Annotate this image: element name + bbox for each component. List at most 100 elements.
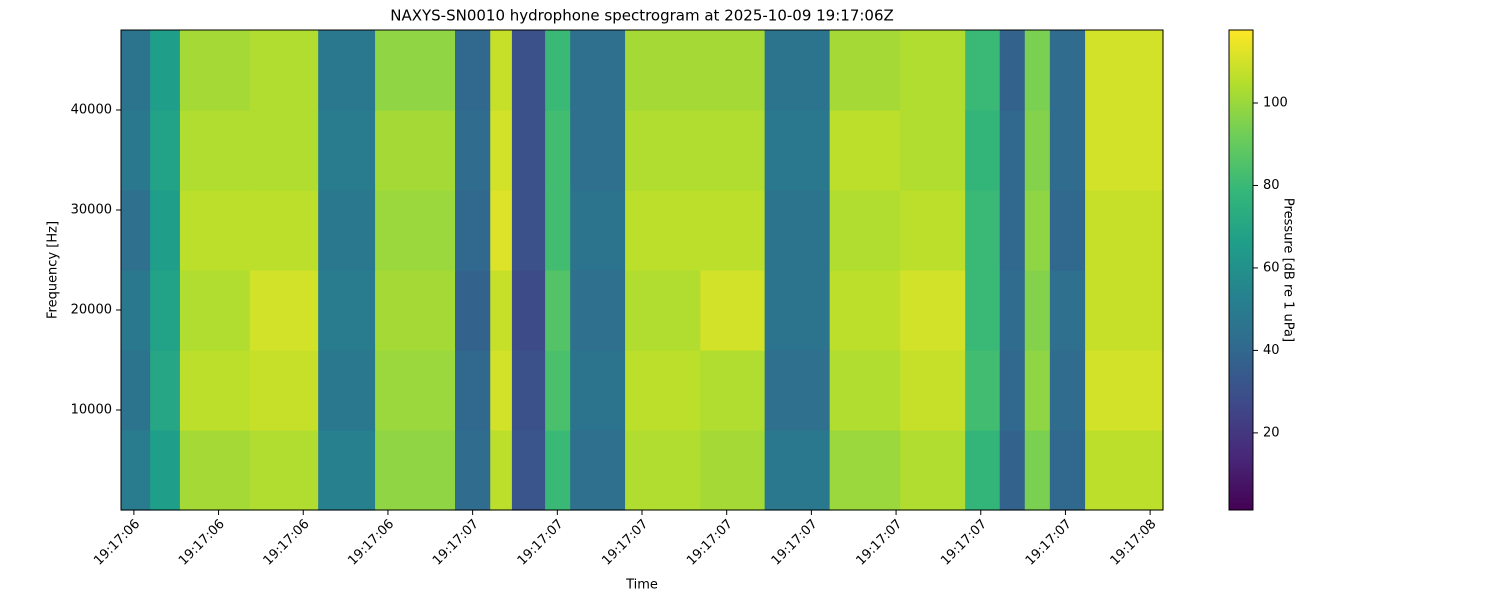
heat-cell (318, 350, 376, 431)
heat-cell (179, 190, 251, 271)
heat-cell (249, 110, 319, 191)
heat-cell (965, 350, 1001, 431)
y-tick-label: 30000 (71, 203, 112, 218)
heat-cell (490, 190, 513, 271)
heat-cell (999, 270, 1026, 351)
heat-cell (829, 190, 901, 271)
heat-cell (121, 30, 151, 111)
heat-cell (965, 270, 1001, 351)
heat-cell (900, 430, 966, 511)
heat-cell (1024, 350, 1051, 431)
heat-cell (625, 110, 701, 191)
heat-cell (999, 190, 1026, 271)
heat-cell (318, 190, 376, 271)
heat-cell (764, 30, 831, 111)
heat-cell (1085, 190, 1164, 271)
heat-cell (150, 30, 181, 111)
heat-cell (900, 110, 966, 191)
heat-cell (1024, 110, 1051, 191)
heat-cell (150, 110, 181, 191)
heat-cell (121, 270, 151, 351)
heat-cell (455, 30, 491, 111)
heat-cell (545, 30, 571, 111)
heat-cell (829, 270, 901, 351)
heat-cell (455, 430, 491, 511)
heat-cell (545, 270, 571, 351)
y-tick-label: 10000 (71, 403, 112, 418)
y-tick-label: 40000 (71, 103, 112, 118)
heat-cell (545, 430, 571, 511)
heat-cell (490, 30, 513, 111)
heat-cell (1049, 430, 1086, 511)
heat-cell (455, 110, 491, 191)
heat-cell (545, 350, 571, 431)
heat-cell (999, 430, 1026, 511)
heat-cell (318, 110, 376, 191)
heat-cell (121, 350, 151, 431)
heat-cell (700, 190, 766, 271)
heat-cell (1085, 270, 1164, 351)
colorbar-tick-label: 60 (1263, 260, 1280, 275)
heat-cell (900, 350, 966, 431)
heat-cell (764, 110, 831, 191)
heat-cell (490, 270, 513, 351)
heat-cell (1024, 190, 1051, 271)
heat-cell (829, 430, 901, 511)
heat-cell (1024, 430, 1051, 511)
heat-cell (999, 350, 1026, 431)
heat-cell (249, 350, 319, 431)
heat-cell (121, 110, 151, 191)
heat-cell (318, 30, 376, 111)
heat-cell (1085, 350, 1164, 431)
x-tick-label: 19:17:07 (515, 517, 567, 569)
x-axis-label: Time (625, 578, 658, 593)
heat-cell (179, 30, 251, 111)
heat-cell (700, 110, 766, 191)
heat-cell (900, 30, 966, 111)
heat-cell (1049, 350, 1086, 431)
heat-cell (121, 190, 151, 271)
heat-cell (1049, 30, 1086, 111)
heat-cell (965, 430, 1001, 511)
heat-cell (1085, 430, 1164, 511)
heat-cell (570, 270, 626, 351)
heat-cell (625, 190, 701, 271)
heat-cell (625, 30, 701, 111)
heat-cell (700, 430, 766, 511)
heat-cell (700, 270, 766, 351)
heat-cell (455, 190, 491, 271)
x-tick-label: 19:17:06 (261, 517, 313, 569)
x-tick-label: 19:17:06 (176, 517, 228, 569)
heat-cell (511, 350, 546, 431)
heat-cell (1024, 30, 1051, 111)
heat-cell (318, 270, 376, 351)
heat-cell (150, 350, 181, 431)
heat-cell (764, 350, 831, 431)
y-axis-label: Frequency [Hz] (46, 221, 61, 319)
heat-cell (490, 430, 513, 511)
heat-cell (249, 270, 319, 351)
y-tick-label: 20000 (71, 303, 112, 318)
x-tick-label: 19:17:06 (345, 517, 397, 569)
heat-cell (375, 270, 456, 351)
heat-cell (455, 350, 491, 431)
heat-cell (900, 270, 966, 351)
heat-cell (570, 30, 626, 111)
heat-cell (375, 110, 456, 191)
colorbar-tick-label: 80 (1263, 178, 1280, 193)
x-tick-label: 19:17:07 (938, 517, 990, 569)
heat-cell (511, 30, 546, 111)
heat-cell (1085, 110, 1164, 191)
heat-cell (999, 30, 1026, 111)
heat-cell (764, 190, 831, 271)
heat-cell (999, 110, 1026, 191)
heat-cell (570, 350, 626, 431)
heat-cell (570, 430, 626, 511)
x-tick-label: 19:17:07 (599, 517, 651, 569)
heat-cell (1049, 190, 1086, 271)
heat-cell (511, 270, 546, 351)
heat-cell (965, 30, 1001, 111)
heat-cell (625, 350, 701, 431)
heat-cell (965, 110, 1001, 191)
heat-cell (700, 30, 766, 111)
